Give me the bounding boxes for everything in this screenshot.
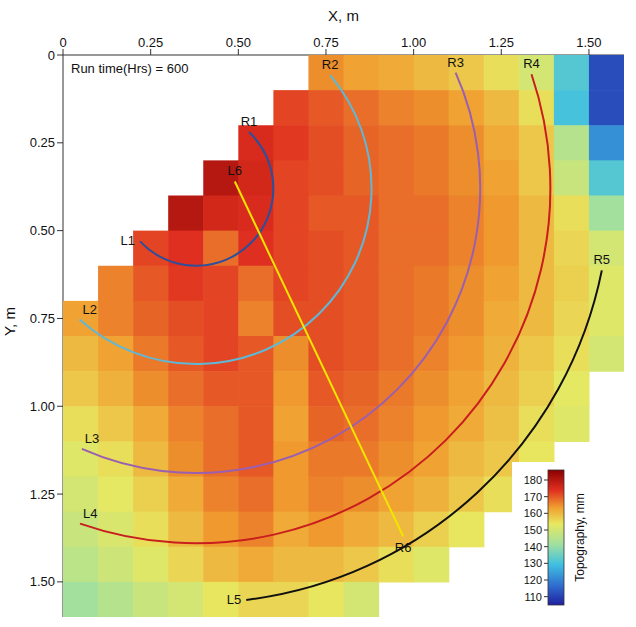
- svg-text:R4: R4: [523, 56, 540, 71]
- svg-text:130: 130: [524, 557, 542, 569]
- svg-text:L1: L1: [121, 233, 135, 248]
- svg-text:0.75: 0.75: [30, 311, 55, 326]
- svg-text:L2: L2: [83, 302, 97, 317]
- svg-text:1.25: 1.25: [489, 35, 514, 50]
- svg-text:0.25: 0.25: [30, 135, 55, 150]
- svg-text:R1: R1: [241, 114, 258, 129]
- svg-text:1.50: 1.50: [576, 35, 601, 50]
- svg-text:Y, m: Y, m: [1, 307, 18, 336]
- svg-text:1.50: 1.50: [30, 574, 55, 589]
- svg-text:0.75: 0.75: [313, 35, 338, 50]
- svg-text:140: 140: [524, 541, 542, 553]
- svg-text:R3: R3: [447, 55, 464, 70]
- svg-text:120: 120: [524, 574, 542, 586]
- svg-text:1.25: 1.25: [30, 487, 55, 502]
- svg-text:110: 110: [524, 591, 542, 603]
- svg-text:170: 170: [524, 491, 542, 503]
- svg-text:X, m: X, m: [328, 7, 359, 24]
- svg-text:180: 180: [524, 474, 542, 486]
- svg-text:0: 0: [48, 48, 55, 63]
- svg-text:Topography, mm: Topography, mm: [573, 493, 587, 581]
- svg-text:150: 150: [524, 524, 542, 536]
- svg-text:R6: R6: [395, 540, 412, 555]
- svg-text:1.00: 1.00: [401, 35, 426, 50]
- svg-text:R5: R5: [593, 252, 610, 267]
- svg-text:0.50: 0.50: [30, 223, 55, 238]
- svg-text:L4: L4: [83, 506, 97, 521]
- svg-text:0: 0: [59, 35, 66, 50]
- svg-text:L3: L3: [85, 431, 99, 446]
- svg-text:0.50: 0.50: [226, 35, 251, 50]
- svg-text:160: 160: [524, 507, 542, 519]
- svg-text:1.00: 1.00: [30, 399, 55, 414]
- svg-text:0.25: 0.25: [138, 35, 163, 50]
- html-text:Run time(Hrs) = 600: Run time(Hrs) = 600: [71, 61, 189, 76]
- svg-text:R2: R2: [322, 57, 339, 72]
- svg-text:L6: L6: [228, 163, 242, 178]
- svg-text:L5: L5: [227, 592, 241, 607]
